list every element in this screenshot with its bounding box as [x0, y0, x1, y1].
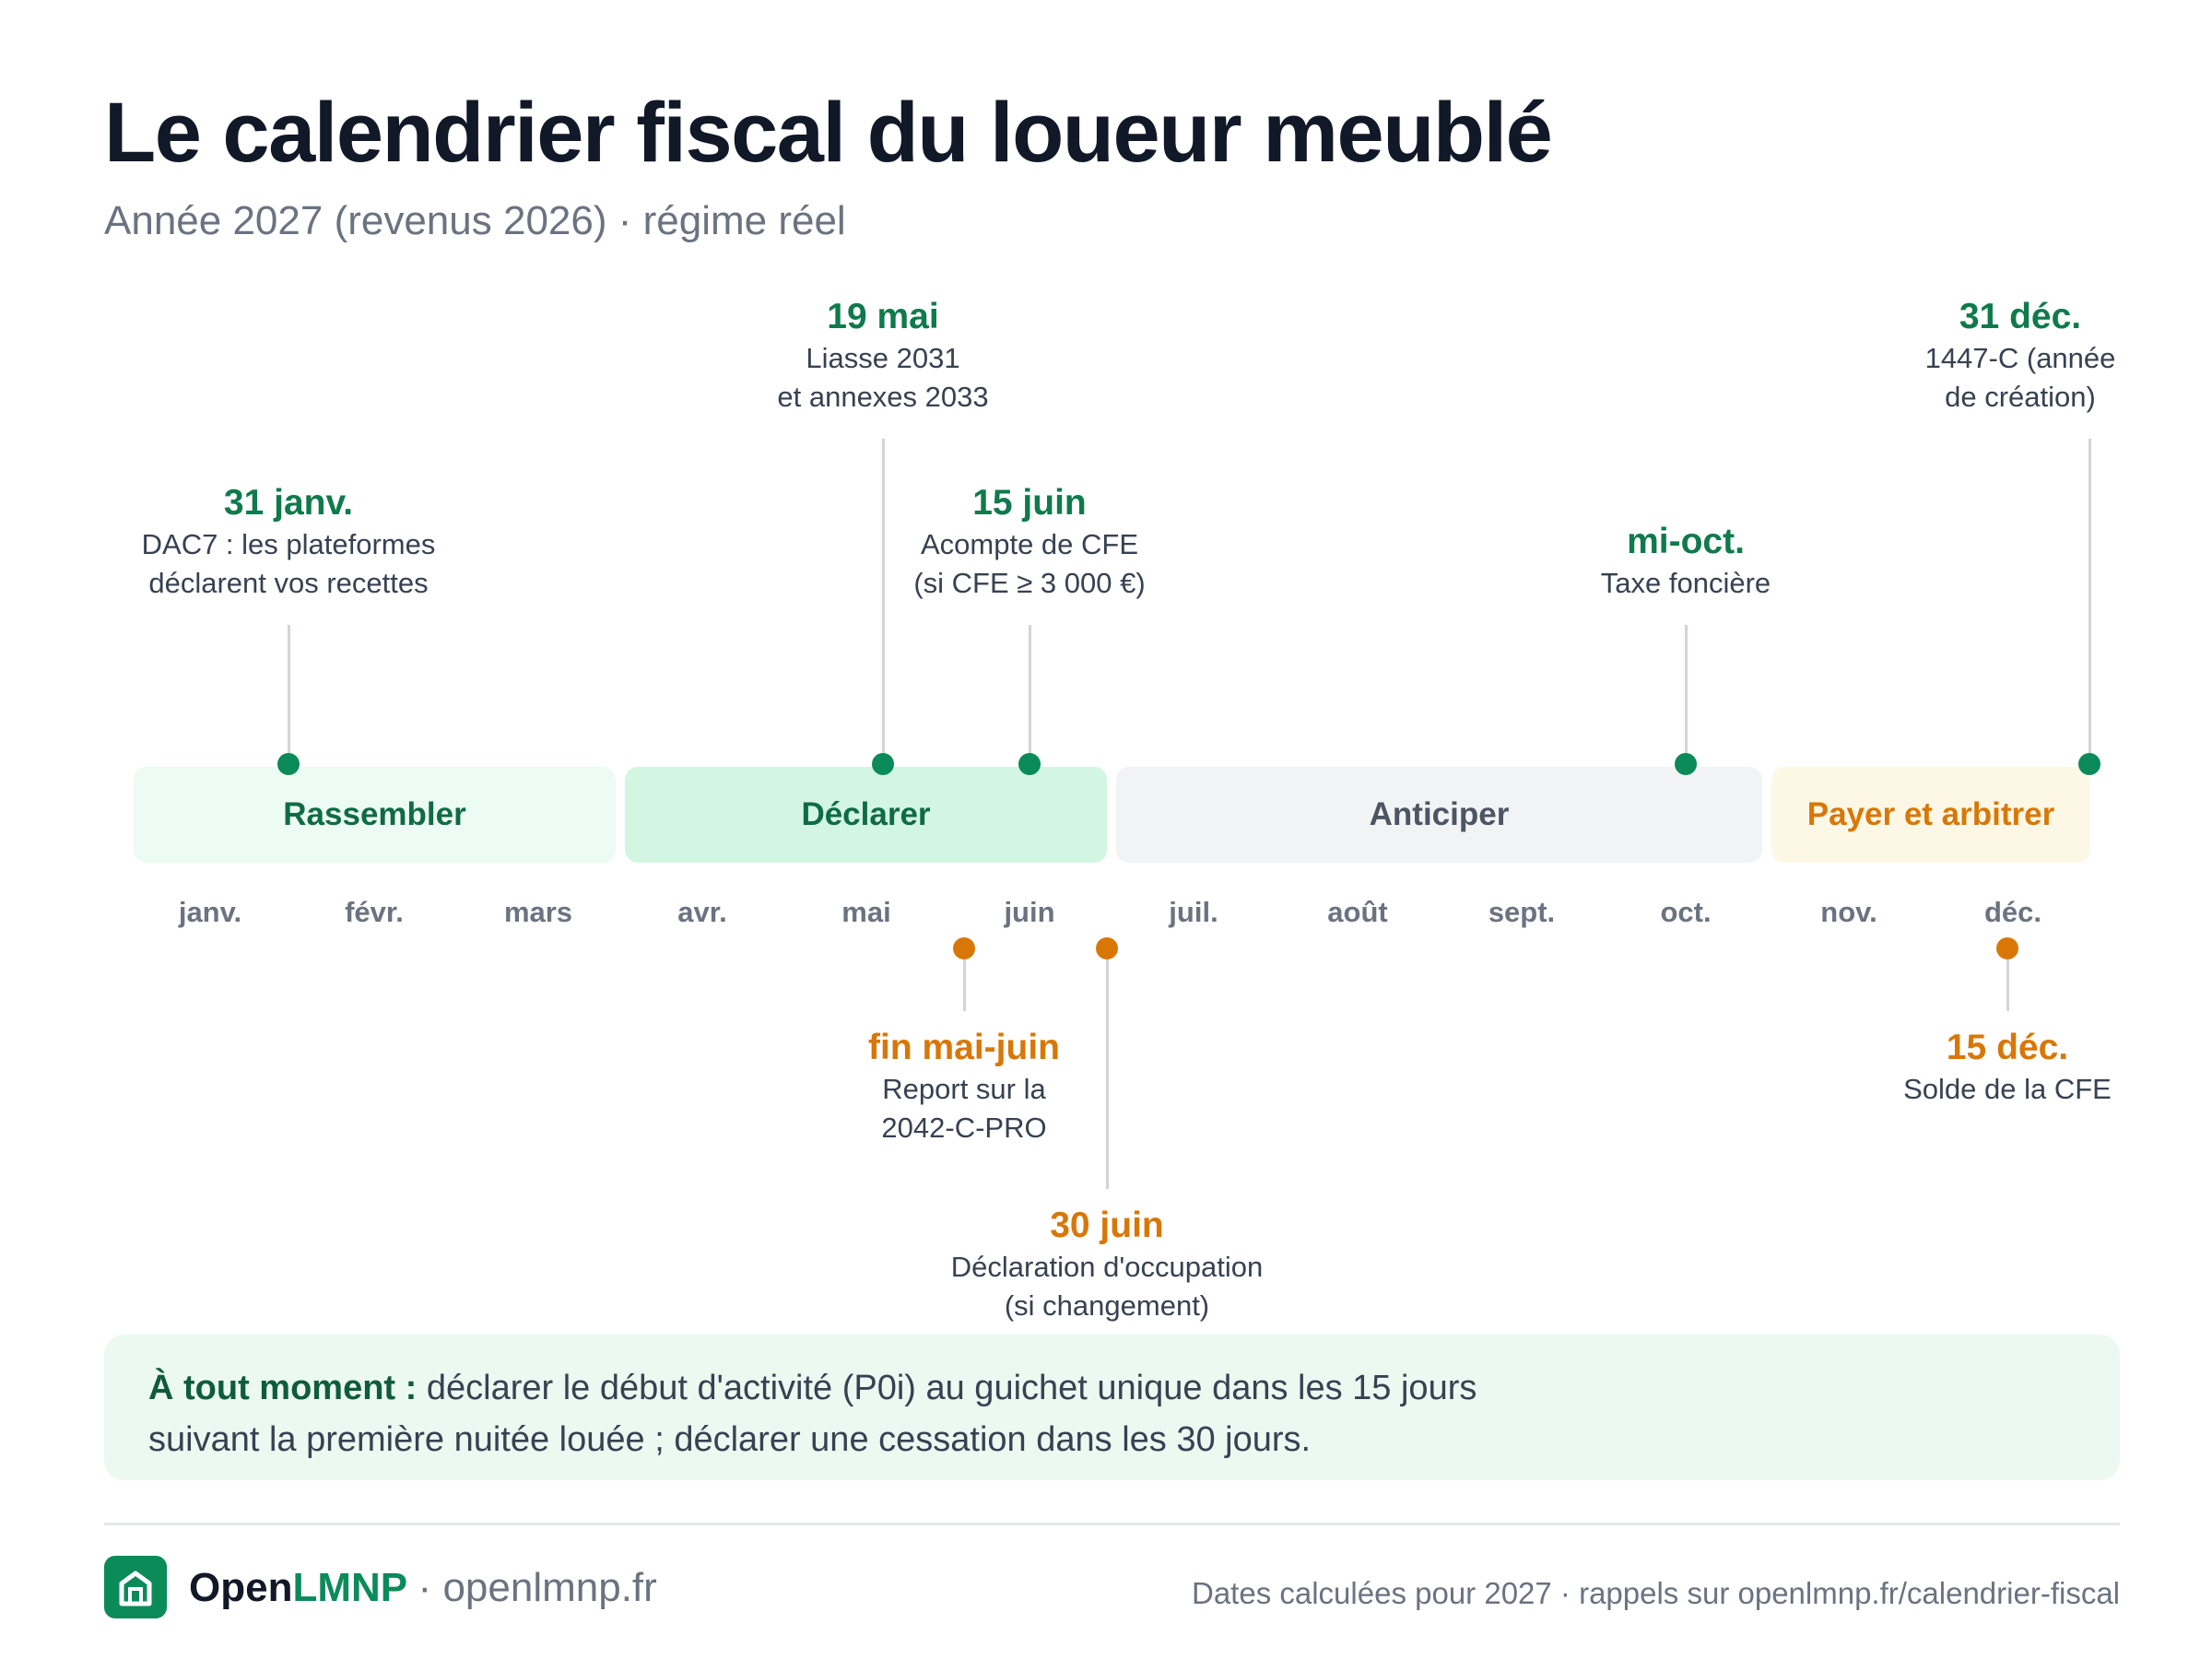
brand-domain-link[interactable]: openlmnp.fr: [442, 1565, 657, 1610]
month-label: avr.: [677, 896, 727, 928]
event-date: 15 déc.: [1946, 1028, 2069, 1067]
phase-band-rassembler: Rassembler: [134, 767, 616, 863]
month-label: juil.: [1169, 896, 1218, 928]
footer-footnote: Dates calculées pour 2027 · rappels sur …: [1192, 1576, 2120, 1610]
note-text: déclarer le début d'activité (P0i) au gu…: [417, 1369, 1477, 1407]
brand: OpenLMNP · openlmnp.fr: [189, 1565, 657, 1611]
footer-divider: [104, 1523, 2120, 1525]
event-date: fin mai-juin: [868, 1028, 1060, 1067]
event-mi-oct: mi-oct. Taxe foncière: [1483, 520, 1888, 603]
event-description: Acompte de CFE: [920, 528, 1139, 560]
event-30-juin: 30 juin Déclaration d'occupation (si cha…: [904, 1204, 1310, 1325]
event-date: 30 juin: [1050, 1206, 1164, 1245]
event-stem: [881, 439, 885, 763]
brand-separator: ·: [418, 1565, 432, 1610]
event-stem: [2088, 439, 2091, 763]
house-icon: [104, 1556, 167, 1618]
event-description: (si changement): [1004, 1289, 1210, 1322]
note-text: suivant la première nuitée louée ; décla…: [148, 1420, 1312, 1459]
event-dot: [277, 753, 300, 775]
month-label: août: [1327, 896, 1388, 928]
event-description: Taxe foncière: [1600, 567, 1771, 599]
event-description: et annexes 2033: [777, 381, 989, 413]
event-description: DAC7 : les plateformes: [141, 528, 436, 560]
event-description: Solde de la CFE: [1903, 1073, 2112, 1105]
event-description: 1447-C (année: [1924, 342, 2116, 374]
event-date: 31 janv.: [223, 483, 354, 523]
month-label: juin: [1004, 896, 1055, 928]
month-label: sept.: [1488, 896, 1556, 928]
event-stem: [1684, 625, 1688, 763]
page-subtitle: Année 2027 (revenus 2026) · régime réel: [104, 198, 846, 243]
event-dot: [1018, 753, 1041, 775]
event-description: 2042-C-PRO: [881, 1112, 1047, 1144]
event-dot: [1675, 753, 1697, 775]
page-title: Le calendrier fiscal du loueur meublé: [104, 86, 1553, 180]
month-label: nov.: [1820, 896, 1877, 928]
event-15-dec: 15 déc. Solde de la CFE: [1805, 1026, 2210, 1109]
event-fin-mai-juin: fin mai-juin Report sur la 2042-C-PRO: [761, 1026, 1167, 1147]
brand-name-lmnp: LMNP: [292, 1565, 407, 1610]
event-date: 19 mai: [827, 297, 939, 336]
event-stem: [962, 959, 966, 1011]
event-stem: [1105, 959, 1109, 1189]
event-date: mi-oct.: [1627, 522, 1745, 561]
month-label: févr.: [345, 896, 404, 928]
note-heading: À tout moment :: [148, 1369, 418, 1407]
event-dot: [872, 753, 894, 775]
brand-name-open: Open: [189, 1565, 293, 1610]
event-15-juin: 15 juin Acompte de CFE (si CFE ≥ 3 000 €…: [827, 481, 1232, 603]
event-date: 15 juin: [972, 483, 1087, 523]
month-label: oct.: [1660, 896, 1712, 928]
event-description: déclarent vos recettes: [148, 567, 429, 599]
month-label: mars: [503, 896, 573, 928]
event-description: (si CFE ≥ 3 000 €): [913, 567, 1146, 599]
phase-band-declarer: Déclarer: [625, 767, 1107, 863]
event-description: de création): [1945, 381, 2096, 413]
event-date: 31 déc.: [1959, 297, 2082, 336]
event-31-janv: 31 janv. DAC7 : les plateformes déclaren…: [86, 481, 491, 603]
event-31-dec: 31 déc. 1447-C (année de création): [1818, 295, 2212, 417]
phase-band-anticiper: Anticiper: [1116, 767, 1762, 863]
event-stem: [287, 625, 290, 763]
month-label: déc.: [1983, 896, 2042, 928]
month-label: janv.: [178, 896, 242, 928]
event-dot: [1996, 937, 2018, 959]
phase-band-payer: Payer et arbitrer: [1771, 767, 2090, 863]
event-description: Report sur la: [882, 1073, 1046, 1105]
event-description: Déclaration d'occupation: [950, 1251, 1264, 1283]
event-description: Liasse 2031: [806, 342, 960, 374]
event-dot: [1096, 937, 1118, 959]
month-label: mai: [841, 896, 891, 928]
anytime-note: À tout moment : déclarer le début d'acti…: [104, 1335, 2120, 1480]
event-dot: [953, 937, 975, 959]
event-stem: [1028, 625, 1031, 763]
event-19-mai: 19 mai Liasse 2031 et annexes 2033: [680, 295, 1086, 417]
event-stem: [2006, 959, 2009, 1011]
event-dot: [2078, 753, 2100, 775]
